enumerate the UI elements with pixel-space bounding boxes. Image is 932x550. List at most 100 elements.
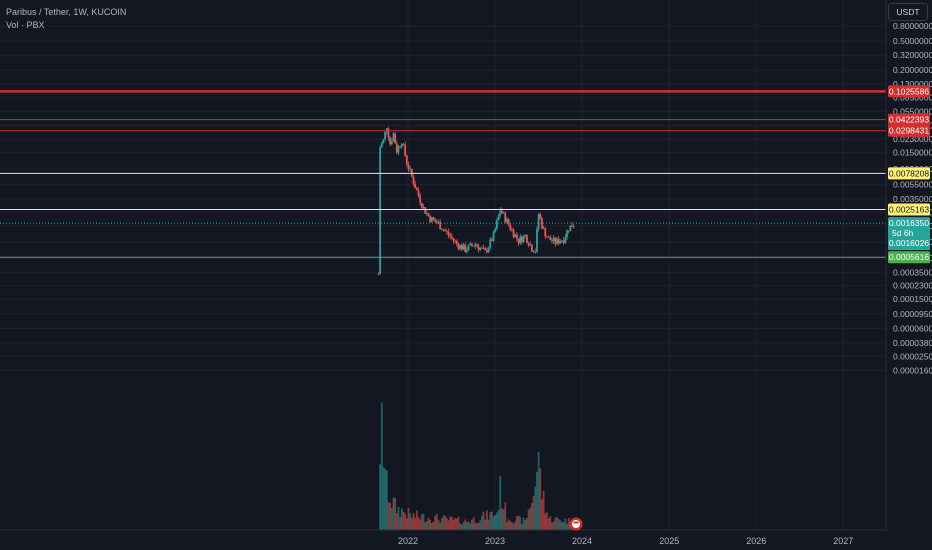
volume-bar: [514, 520, 517, 530]
volume-bar: [407, 507, 410, 530]
volume-bar: [417, 516, 420, 530]
price-axis-label: 0.0230000: [893, 134, 932, 144]
volume-bar: [504, 502, 507, 530]
symbol-title[interactable]: Paribus / Tether, 1W, KUCOIN: [6, 7, 127, 17]
volume-bar: [447, 520, 450, 530]
candle: [502, 211, 505, 214]
volume-bar: [405, 518, 408, 530]
time-axis-label: 2027: [833, 536, 853, 546]
svg-text:0.0422393: 0.0422393: [889, 115, 929, 125]
candle: [452, 237, 455, 245]
volume-bar: [564, 518, 567, 530]
volume-bar: [392, 497, 395, 530]
candle: [455, 239, 458, 247]
volume-bar: [452, 519, 455, 530]
volume-bar: [480, 515, 483, 530]
candle: [552, 234, 555, 245]
volume-bar: [460, 524, 463, 530]
candle: [497, 213, 500, 221]
price-axis-label: 0.0000250: [893, 351, 932, 361]
time-axis[interactable]: 2022 2023 2024 2025 2026 2027: [0, 529, 886, 546]
volume-bar: [410, 517, 413, 530]
candle: [496, 217, 498, 231]
volume-bar: [551, 522, 553, 530]
price-axis-label: 0.0002300: [893, 281, 932, 291]
currency-button[interactable]: USDT: [888, 3, 928, 21]
level-price-badge: 0.0025163: [888, 203, 930, 216]
volume-bar: [380, 402, 383, 530]
candle: [559, 239, 562, 244]
candle: [514, 234, 517, 238]
price-axis-label: 0.1300000: [893, 79, 932, 89]
volume-bar: [529, 507, 532, 530]
candle: [380, 141, 383, 149]
volume-bar: [556, 516, 558, 530]
volume-bar: [464, 519, 467, 530]
candle: [529, 241, 532, 246]
volume-bar: [424, 522, 427, 530]
volume-bar: [506, 522, 508, 530]
volume-bar: [422, 513, 425, 530]
volume-bar: [427, 517, 430, 530]
price-axis-label: 0.0035000: [893, 194, 932, 204]
volume-bar: [561, 522, 563, 530]
volume-bar: [444, 515, 447, 530]
price-axis-label: 0.3200000: [893, 50, 932, 60]
volume-bar: [554, 517, 557, 530]
volume-bar: [541, 499, 543, 530]
candles: [377, 126, 575, 275]
volume-bar: [527, 509, 530, 530]
volume-bar: [487, 519, 490, 530]
price-axis-label: 0.0055000: [893, 180, 932, 190]
candle: [397, 144, 400, 156]
time-axis-label: 2024: [572, 536, 592, 546]
candle: [422, 204, 425, 209]
price-axis-label: 0.0001500: [893, 294, 932, 304]
candle: [541, 216, 543, 230]
volume-bar: [546, 512, 548, 530]
candle: [414, 180, 417, 189]
candle: [504, 211, 507, 224]
volume-bar: [394, 497, 397, 530]
volume-bar: [477, 522, 480, 530]
volume-bar: [521, 524, 523, 530]
volume-bar: [400, 508, 403, 530]
price-axis-label: 0.5000000: [893, 36, 932, 46]
candle: [557, 235, 560, 246]
candle: [569, 225, 572, 232]
volume-bar: [389, 502, 392, 530]
candle: [511, 227, 513, 232]
candle: [427, 212, 430, 217]
volume-bar: [430, 522, 433, 530]
volume-bar: [566, 523, 568, 530]
volume-bar: [489, 512, 492, 530]
candle: [531, 244, 533, 252]
volume-title[interactable]: Vol · PBX: [6, 20, 45, 30]
volume-bar: [469, 523, 472, 530]
candle: [462, 242, 465, 250]
candle: [445, 229, 448, 235]
candle: [524, 234, 527, 239]
volume-bar: [409, 513, 412, 530]
candle: [464, 242, 467, 253]
volume-bar: [425, 521, 428, 530]
volume-bar: [404, 513, 407, 530]
volume-bar: [501, 508, 503, 530]
price-axis-label: 0.2000000: [893, 65, 932, 75]
volume-bar: [512, 523, 515, 530]
candle: [387, 126, 390, 141]
time-axis-label: 2026: [746, 536, 766, 546]
volume-bar: [539, 468, 542, 530]
candle: [539, 212, 542, 220]
volume-bar: [384, 468, 387, 530]
candle: [389, 135, 392, 147]
volume-bar: [435, 514, 438, 530]
candle: [457, 242, 460, 251]
volume-bar: [465, 522, 468, 530]
flag-icon[interactable]: [569, 517, 583, 531]
candle: [475, 243, 478, 248]
candle: [449, 232, 452, 240]
volume-bar: [491, 511, 493, 530]
volume-bar: [526, 517, 528, 530]
